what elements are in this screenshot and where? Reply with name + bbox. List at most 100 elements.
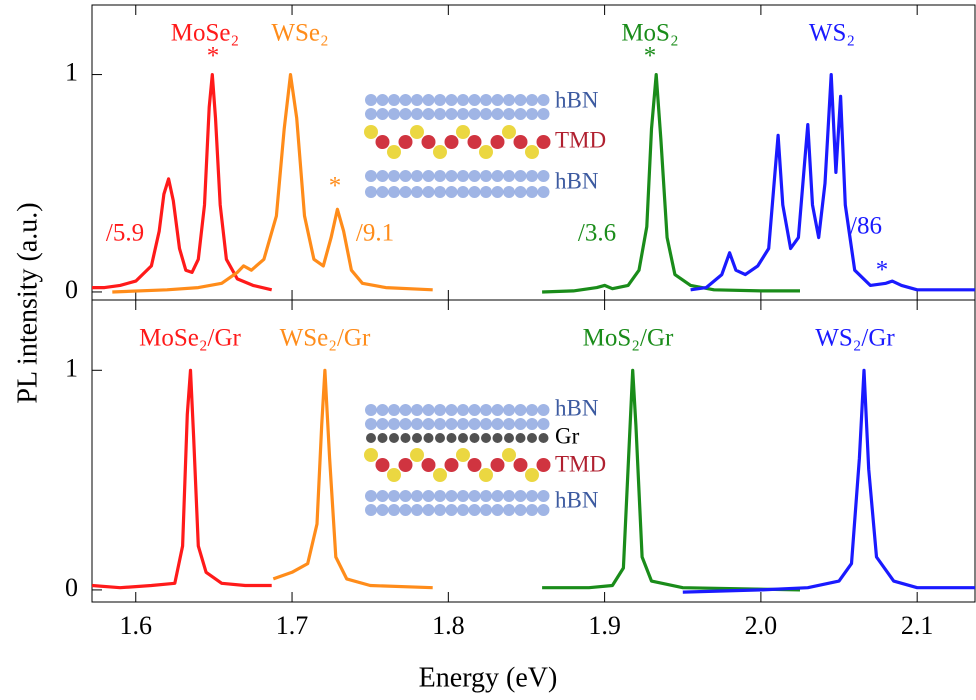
annotation: /5.9 [106,220,144,247]
atom [536,458,551,472]
annotation: /86 [850,213,882,240]
atom [457,186,469,198]
atom [433,145,447,159]
atom [388,108,400,120]
atom [468,170,481,182]
atom [434,418,446,430]
atom [411,490,423,502]
layer-label: TMD [555,451,606,476]
atom [399,404,412,416]
atom [526,170,538,182]
series-label: WSe₂/Gr [280,325,371,352]
x-tick-label: 2.0 [745,611,778,640]
x-axis-label: Energy (eV) [419,662,558,693]
atom [445,404,458,416]
annotation: * [207,43,220,70]
atom [490,458,505,472]
atom [422,504,435,516]
atom [503,186,515,198]
atom [411,404,423,416]
atom [468,186,481,198]
atom [480,418,492,430]
atom [536,135,551,149]
atom [398,135,413,149]
atom [537,404,550,416]
atom [376,490,389,502]
atom [434,94,446,106]
atom [492,433,503,443]
atom [422,490,435,502]
atom [457,490,469,502]
atom [421,458,436,472]
atom [526,490,538,502]
atom [537,186,550,198]
atom [388,94,400,106]
atom [444,458,459,472]
atom [514,504,527,516]
atom [365,504,377,516]
annotation: * [876,257,889,284]
atom [480,404,492,416]
atom [422,94,435,106]
series-label: MoSe₂/Gr [139,325,241,352]
atom [365,490,377,502]
atom [366,433,376,443]
atom [365,418,377,430]
atom [513,458,528,472]
atom [376,170,389,182]
x-tick-label: 1.6 [120,611,153,640]
atom [526,404,538,416]
atom [525,468,539,482]
atom [434,490,446,502]
atom [503,504,515,516]
atom [514,418,527,430]
atom [503,418,515,430]
atom [526,94,538,106]
atom [365,170,377,182]
spectrum-line [272,368,433,590]
atom [457,108,469,120]
atom [537,94,550,106]
atom [445,94,458,106]
atom [399,108,412,120]
spectrum-line [92,73,273,292]
atom [491,186,504,198]
atom [480,94,492,106]
atom [491,418,504,430]
atom [433,468,447,482]
atom [399,504,412,516]
atom [376,108,389,120]
atom [457,94,469,106]
atom [457,504,469,516]
atom [526,186,538,198]
atom [514,170,527,182]
atom [526,108,538,120]
atom [469,433,480,443]
atom [388,186,400,198]
atom [468,490,481,502]
atom [446,433,457,443]
spectrum-line [542,368,801,592]
atom [513,135,528,149]
atom [445,490,458,502]
atom [467,458,482,472]
atom [481,433,491,443]
atom [491,404,504,416]
atom [422,108,435,120]
atom [399,490,412,502]
atom [515,433,526,443]
series-label: WSe₂ [271,20,328,47]
atom [491,108,504,120]
x-tick-label: 1.7 [276,611,309,640]
spectrum-line [91,368,272,590]
atom [503,404,515,416]
panel-frame [91,299,976,603]
atom [434,504,446,516]
atom [422,170,435,182]
annotation: /3.6 [578,220,616,247]
x-tick-label: 1.9 [588,611,621,640]
atom [457,418,469,430]
atom [411,186,423,198]
atom [526,418,538,430]
atom [388,404,400,416]
